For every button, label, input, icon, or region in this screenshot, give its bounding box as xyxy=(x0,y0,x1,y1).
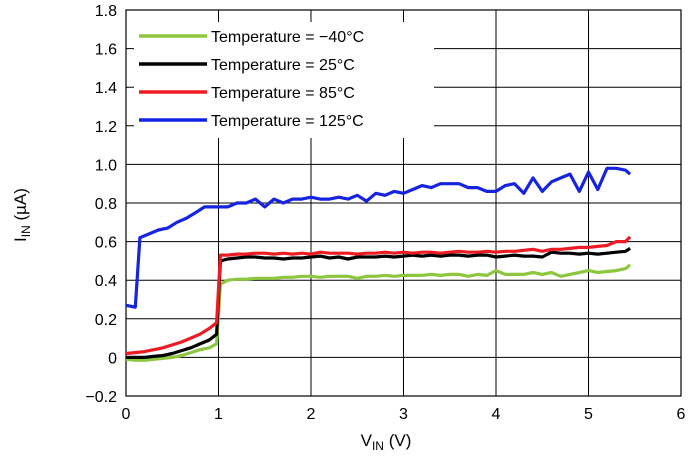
series-line-1 xyxy=(126,247,631,359)
y-tick-label: 0.6 xyxy=(95,235,117,252)
y-tick-label: 1.4 xyxy=(95,80,117,97)
series-line-0 xyxy=(125,263,632,362)
y-tick-label: 1.2 xyxy=(95,119,117,136)
x-tick-label: 4 xyxy=(492,406,501,423)
y-axis-title-unit: (µA) xyxy=(11,188,30,225)
y-tick-label: −0.2 xyxy=(85,389,117,406)
series-line-2 xyxy=(125,235,632,356)
legend: Temperature = −40°C Temperature = 25°C Tem… xyxy=(134,22,434,138)
legend-label: Temperature = 25°C xyxy=(211,57,355,74)
y-tick-label: 1.0 xyxy=(95,157,117,174)
x-tick-label: 3 xyxy=(399,406,408,423)
x-axis-title-main: V xyxy=(361,431,373,450)
x-axis-title-sub: IN xyxy=(372,439,384,453)
y-tick-label: 0.8 xyxy=(95,196,117,213)
y-axis-title: IIN (µA) xyxy=(11,188,33,242)
y-tick-label: 0 xyxy=(108,350,117,367)
y-tick-label: 0.2 xyxy=(95,312,117,329)
x-axis-title-unit: (V) xyxy=(384,431,411,450)
y-axis-title-sub: IN xyxy=(19,225,33,237)
series-lines xyxy=(125,166,632,362)
x-axis-title: VIN (V) xyxy=(361,431,412,453)
x-tick-label: 5 xyxy=(584,406,593,423)
x-tick-label: 2 xyxy=(307,406,316,423)
y-tick-label: 1.6 xyxy=(95,42,117,59)
x-tick-label: 6 xyxy=(677,406,686,423)
x-tick-label: 0 xyxy=(122,406,131,423)
plot-frame xyxy=(125,9,682,397)
x-tick-labels: 0 1 2 3 4 5 6 xyxy=(122,406,686,423)
legend-label: Temperature = −40°C xyxy=(211,29,364,46)
legend-label: Temperature = 85°C xyxy=(211,85,355,102)
y-tick-label: 0.4 xyxy=(95,273,117,290)
legend-label: Temperature = 125°C xyxy=(211,113,364,130)
y-tick-labels: −0.2 0 0.2 0.4 0.6 0.8 1.0 1.2 1.4 1.6 1.8 xyxy=(85,3,117,406)
series-line-3 xyxy=(125,166,632,309)
x-tick-label: 1 xyxy=(214,406,223,423)
y-axis-title-main: I xyxy=(11,237,30,242)
y-tick-label: 1.8 xyxy=(95,3,117,20)
